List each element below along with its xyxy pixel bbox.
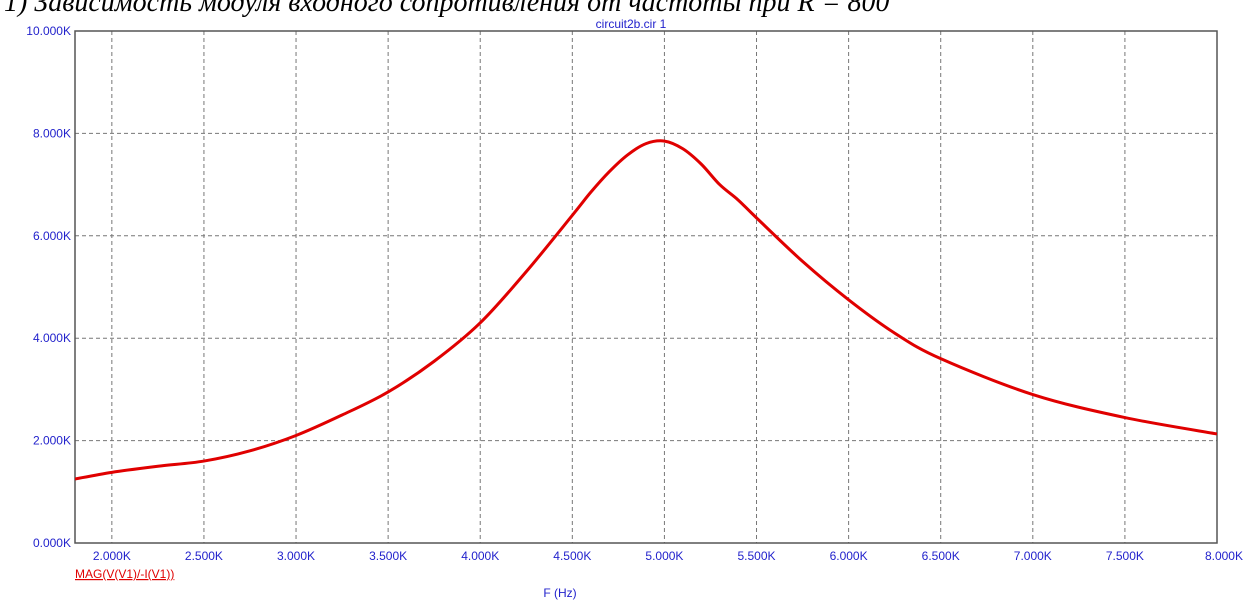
y-tick-label: 4.000K [33,331,71,345]
x-axis-ticks: 2.000K 2.500K 3.000K 3.500K 4.000K 4.500K 5.00… [93,549,1243,563]
x-tick-label: 5.500K [737,549,775,563]
x-tick-label: 4.000K [461,549,499,563]
x-tick-label: 3.500K [369,549,407,563]
plot-frame [74,30,1218,544]
y-tick-label: 8.000K [33,126,71,140]
grid-layer [75,31,1217,543]
series-label-mag[interactable]: MAG(V(V1)/-I(V1)) [75,567,174,581]
x-tick-label: 2.500K [185,549,223,563]
series-line-mag [75,139,1217,481]
x-axis-label: F (Hz) [543,586,576,600]
y-axis-ticks: 0.000K 2.000K 4.000K 6.000K 8.000K 10.000K [26,24,71,550]
x-tick-label: 4.500K [553,549,591,563]
chart-title: circuit2b.cir 1 [596,17,667,31]
y-tick-label: 0.000K [33,536,71,550]
x-tick-label: 3.000K [277,549,315,563]
x-tick-label: 8.000K [1205,549,1243,563]
caption-clip [0,0,1246,18]
y-tick-label: 10.000K [26,24,71,38]
x-tick-label: 2.000K [93,549,131,563]
series-layer [75,139,1217,481]
x-tick-label: 7.500K [1106,549,1144,563]
x-tick-label: 6.500K [922,549,960,563]
x-tick-label: 5.000K [645,549,683,563]
x-tick-label: 7.000K [1014,549,1052,563]
x-tick-label: 6.000K [830,549,868,563]
y-tick-label: 2.000K [33,434,71,448]
page-caption-visible: 1) Зависимость модуля входного сопротивл… [4,0,889,18]
y-tick-label: 6.000K [33,229,71,243]
